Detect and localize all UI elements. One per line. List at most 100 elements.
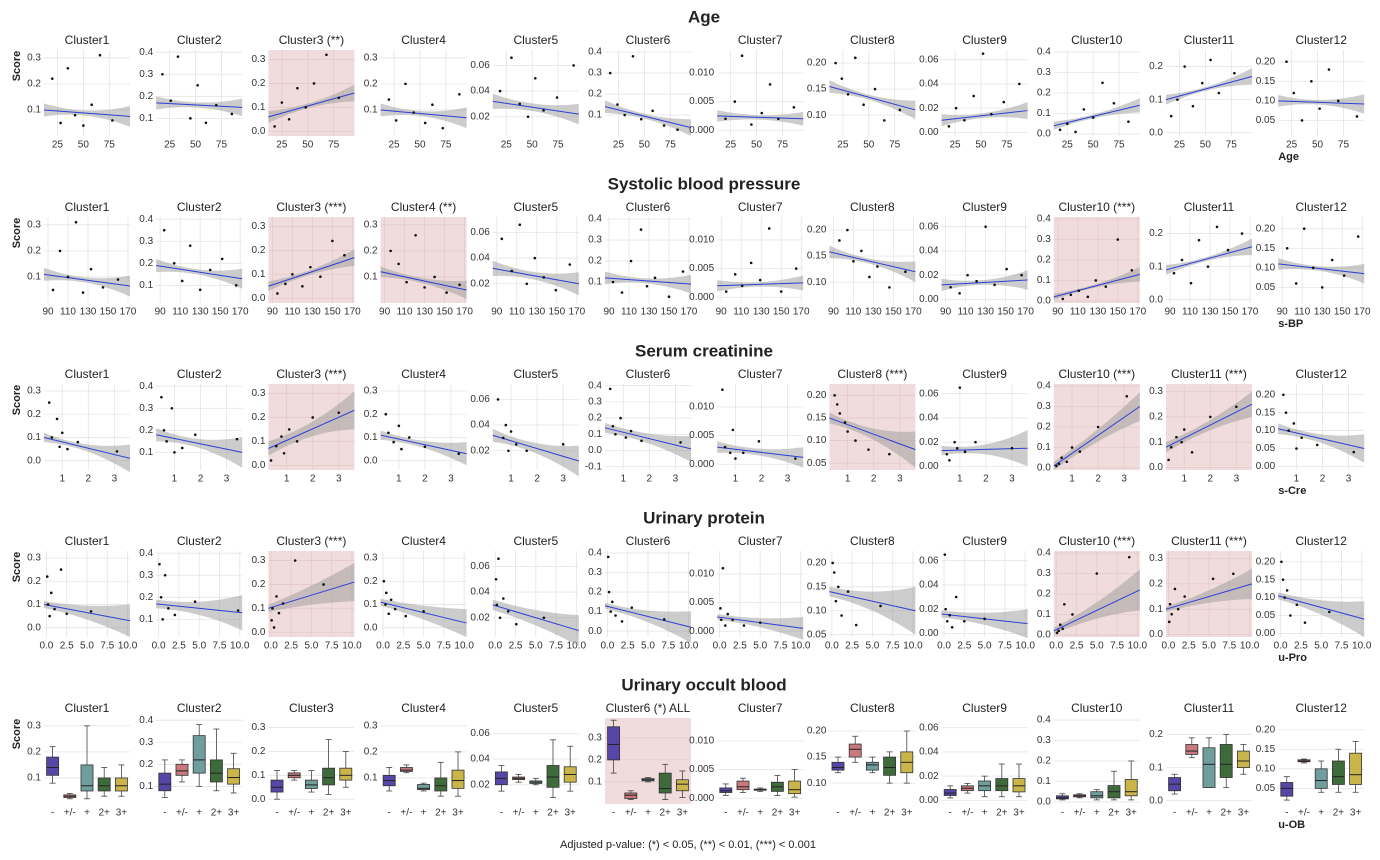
confidence-band (1278, 592, 1365, 637)
x-tick-label: 10.0 (679, 641, 699, 652)
point (1226, 248, 1230, 252)
fit-line (604, 605, 692, 628)
point (458, 283, 461, 287)
point (1169, 445, 1173, 449)
x-tick-label: 2+ (884, 808, 896, 819)
panel-title: Cluster5 (513, 701, 558, 715)
point (1010, 446, 1014, 450)
x-tick-label: 7.5 (549, 641, 563, 652)
x-tick-label: 150 (885, 307, 902, 318)
x-tick-label: 2.5 (509, 641, 523, 652)
point (834, 599, 838, 603)
x-tick-label: 25 (1286, 140, 1298, 151)
x-tick-label: 1 (284, 474, 290, 485)
point (1096, 425, 1100, 429)
y-tick-label: 0.15 (1256, 243, 1276, 254)
x-tick-label: 50 (863, 140, 875, 151)
point (1104, 285, 1108, 288)
y-tick-label: 0.4 (139, 47, 153, 58)
y-tick-label: 0.05 (807, 458, 827, 469)
fit-line (1053, 406, 1141, 467)
confidence-band (1278, 423, 1365, 463)
fit-line (156, 603, 243, 614)
x-tick-label: 10.0 (1128, 641, 1148, 652)
y-tick-label: 0.0 (588, 445, 602, 456)
point (760, 111, 764, 115)
y-tick-label: 0.3 (1037, 67, 1051, 78)
confidence-band (717, 110, 804, 126)
y-tick-label: 0.2 (364, 409, 378, 420)
point (981, 52, 985, 55)
point (510, 56, 513, 60)
point (393, 607, 397, 611)
x-tick-label: 2+ (1333, 808, 1345, 819)
point (1168, 602, 1172, 606)
row-title: Systolic blood pressure (608, 174, 801, 193)
x-tick-label: 90 (379, 307, 391, 318)
confidence-band (492, 260, 579, 296)
point (498, 89, 502, 93)
point (387, 612, 391, 616)
y-tick-label: 0.3 (588, 68, 602, 79)
panel-title: Cluster3 (289, 701, 334, 715)
x-tick-label: 3+ (564, 808, 576, 819)
y-tick-label: 0.0 (1149, 127, 1163, 138)
x-tick-label: 110 (1294, 307, 1310, 318)
box (399, 767, 413, 772)
x-tick-label: 7.5 (661, 641, 675, 652)
x-axis-label: Age (1278, 151, 1299, 163)
x-tick-label: 110 (1070, 307, 1086, 318)
point (742, 624, 746, 627)
x-tick-label: 1 (620, 474, 626, 485)
x-tick-label: 7.5 (774, 641, 788, 652)
x-tick-label: 75 (328, 140, 340, 151)
y-axis-label: Score (11, 385, 23, 416)
x-tick-label: 3+ (1013, 808, 1025, 819)
point (876, 265, 879, 268)
point (497, 557, 500, 561)
panel-title: Cluster3 (***) (276, 534, 346, 548)
y-tick-label: 0.2 (1149, 412, 1163, 423)
y-tick-label: 0.2 (251, 579, 265, 590)
fit-line (268, 257, 355, 287)
y-tick-label: 0.0 (27, 622, 41, 633)
y-tick-label: 0.2 (251, 245, 265, 256)
x-tick-label: + (645, 808, 651, 819)
y-tick-label: 0.02 (470, 111, 490, 122)
fit-line (1053, 589, 1141, 632)
panel-title: Cluster3 (***) (276, 367, 346, 381)
point (794, 267, 798, 270)
point (1215, 225, 1219, 229)
point (501, 436, 505, 440)
fit-line (829, 417, 916, 451)
y-tick-label: 0.15 (807, 84, 827, 95)
point (1330, 258, 1334, 262)
x-tick-label: 1 (1294, 474, 1300, 485)
x-tick-label: 2.5 (60, 641, 74, 652)
x-tick-label: 50 (975, 140, 987, 151)
point (542, 109, 545, 112)
point (963, 450, 967, 454)
point (1055, 464, 1058, 468)
x-tick-label: 150 (212, 307, 229, 318)
point (58, 249, 62, 253)
x-tick-label: 2+ (323, 808, 335, 819)
point (651, 109, 654, 113)
point (518, 102, 522, 106)
row-title: Urinary occult blood (621, 675, 786, 694)
y-tick-label: 0.2 (1149, 228, 1163, 239)
box (270, 779, 284, 793)
point (945, 452, 949, 456)
y-tick-label: 0.02 (470, 445, 490, 456)
y-tick-label: 0.1 (139, 113, 153, 124)
point (1235, 405, 1238, 409)
y-tick-label: 0.0 (1037, 129, 1051, 140)
point (972, 94, 976, 98)
point (609, 610, 612, 613)
point (758, 621, 762, 624)
confidence-band (717, 275, 804, 292)
point (958, 292, 961, 295)
point (728, 451, 732, 455)
point (854, 623, 858, 627)
point (500, 237, 504, 241)
